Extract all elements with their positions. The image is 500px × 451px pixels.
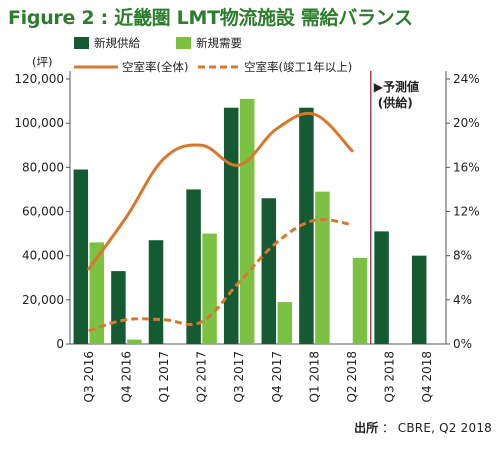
forecast-label-sub: (供給) [378,95,413,110]
bar-supply [299,107,314,344]
bar-supply [111,271,126,344]
y-right-tick-label: 8% [453,249,472,263]
x-tick-label: Q3 2017 [232,351,246,402]
bar-supply [73,169,89,344]
y-left-tick-label: 0 [56,337,64,351]
legend-swatch-demand [176,37,191,49]
y-left-tick-label: 120,000 [14,72,64,86]
source-note: 出所 ： CBRE, Q2 2018 [354,419,492,436]
source-separator: ： [381,421,394,435]
bar-demand [277,302,293,344]
x-tick-label: Q1 2017 [157,351,171,402]
legend-label-demand: 新規需要 [196,36,242,50]
bar-demand [239,98,255,344]
x-tick-label: Q2 2017 [195,351,209,402]
bar-supply [261,198,277,344]
legend-label-vacancy-all: 空室率(全体) [122,60,188,74]
x-tick-label: Q4 2017 [270,351,284,402]
bar-demand [315,191,330,344]
y-right-tick-label: 0% [453,337,472,351]
y-left-tick-label: 20,000 [22,293,64,307]
y-left-unit-label: (坪) [32,55,52,69]
bar-supply [223,107,239,344]
y-left-tick-label: 100,000 [14,116,64,130]
x-tick-label: Q4 2018 [420,351,434,402]
x-tick-label: Q3 2016 [82,351,96,402]
bar-supply [186,189,201,344]
y-right-tick-label: 20% [453,116,480,130]
y-left-tick-label: 80,000 [22,160,64,174]
bar-supply [148,240,164,344]
forecast-label: ▶予測値 [374,79,419,94]
bar-demand [352,257,368,344]
legend-label-supply: 新規供給 [94,36,140,50]
x-tick-label: Q4 2016 [119,351,133,402]
y-left-tick-label: 60,000 [22,205,64,219]
y-right-tick-label: 24% [453,72,480,86]
legend-swatch-supply [74,37,89,49]
x-tick-label: Q2 2018 [345,351,359,402]
y-right-tick-label: 16% [453,160,480,174]
bar-demand [127,339,142,344]
bar-supply [374,231,389,344]
y-right-tick-label: 4% [453,293,472,307]
y-left-tick-label: 40,000 [22,249,64,263]
bar-supply [411,255,427,344]
x-tick-label: Q3 2018 [383,351,397,402]
chart-title: Figure 2 : 近畿圏 LMT物流施設 需給バランス [8,7,413,29]
x-tick-label: Q1 2018 [307,351,321,402]
line-vacancy-new [88,218,353,333]
bar-demand [202,233,217,344]
bar-demand [89,242,105,344]
source-label: 出所 [354,421,379,435]
legend-label-vacancy-new: 空室率(竣工1年以上) [244,60,352,74]
source-value: CBRE, Q2 2018 [397,421,492,435]
line-vacancy-all [87,111,354,271]
y-right-tick-label: 12% [453,205,480,219]
